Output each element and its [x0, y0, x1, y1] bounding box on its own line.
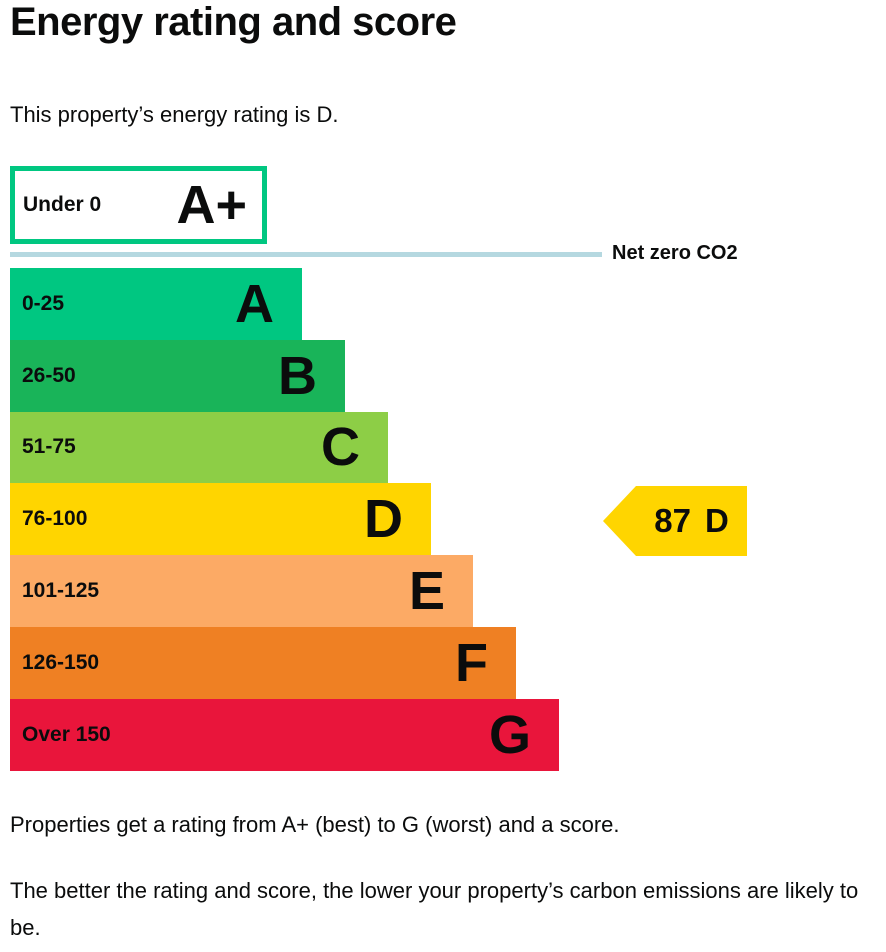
band-a-plus: Under 0 A+	[10, 166, 267, 244]
band-a: 0-25 A	[10, 268, 302, 340]
band-b: 26-50 B	[10, 339, 345, 412]
page-title: Energy rating and score	[10, 0, 457, 44]
band-f-range-label: 126-150	[22, 650, 100, 674]
net-zero-label: Net zero CO2	[612, 242, 738, 264]
band-c-letter: C	[321, 417, 360, 478]
band-g-letter: G	[488, 704, 531, 765]
band-d: 76-100 D	[10, 483, 431, 556]
band-e-range-label: 101-125	[22, 579, 100, 603]
band-f: 126-150 F	[10, 626, 516, 699]
band-a-letter: A	[235, 273, 274, 334]
band-a-range-label: 0-25	[22, 291, 65, 315]
band-e: 101-125 E	[10, 555, 473, 627]
band-d-letter: D	[364, 489, 403, 550]
net-zero-line	[10, 252, 602, 257]
band-g: Over 150 G	[10, 698, 559, 771]
band-a-plus-letter: A+	[176, 175, 247, 235]
band-b-letter: B	[278, 345, 317, 406]
band-a-plus-range-label: Under 0	[23, 193, 102, 216]
band-c: 51-75 C	[10, 411, 388, 484]
indicator-value: 87 D	[636, 486, 747, 556]
rating-explanation-text: Properties get a rating from A+ (best) t…	[10, 812, 620, 837]
epc-rating-scale: 0-25 A 26-50 B 51-75 C 76-100 D 101-125 …	[10, 268, 559, 771]
rating-indicator: 87 D	[603, 486, 747, 556]
band-c-range-label: 51-75	[22, 435, 76, 459]
band-f-letter: F	[455, 632, 488, 693]
indicator-rating: D	[704, 502, 729, 539]
property-rating-summary: This property’s energy rating is D.	[10, 102, 339, 127]
indicator-arrow-icon	[603, 486, 636, 556]
indicator-score: 87	[654, 502, 691, 539]
band-g-range-label: Over 150	[22, 722, 111, 746]
band-b-range-label: 26-50	[22, 363, 76, 387]
score-explanation-text: The better the rating and score, the low…	[10, 878, 859, 940]
band-e-letter: E	[408, 561, 445, 622]
band-d-range-label: 76-100	[22, 507, 88, 531]
